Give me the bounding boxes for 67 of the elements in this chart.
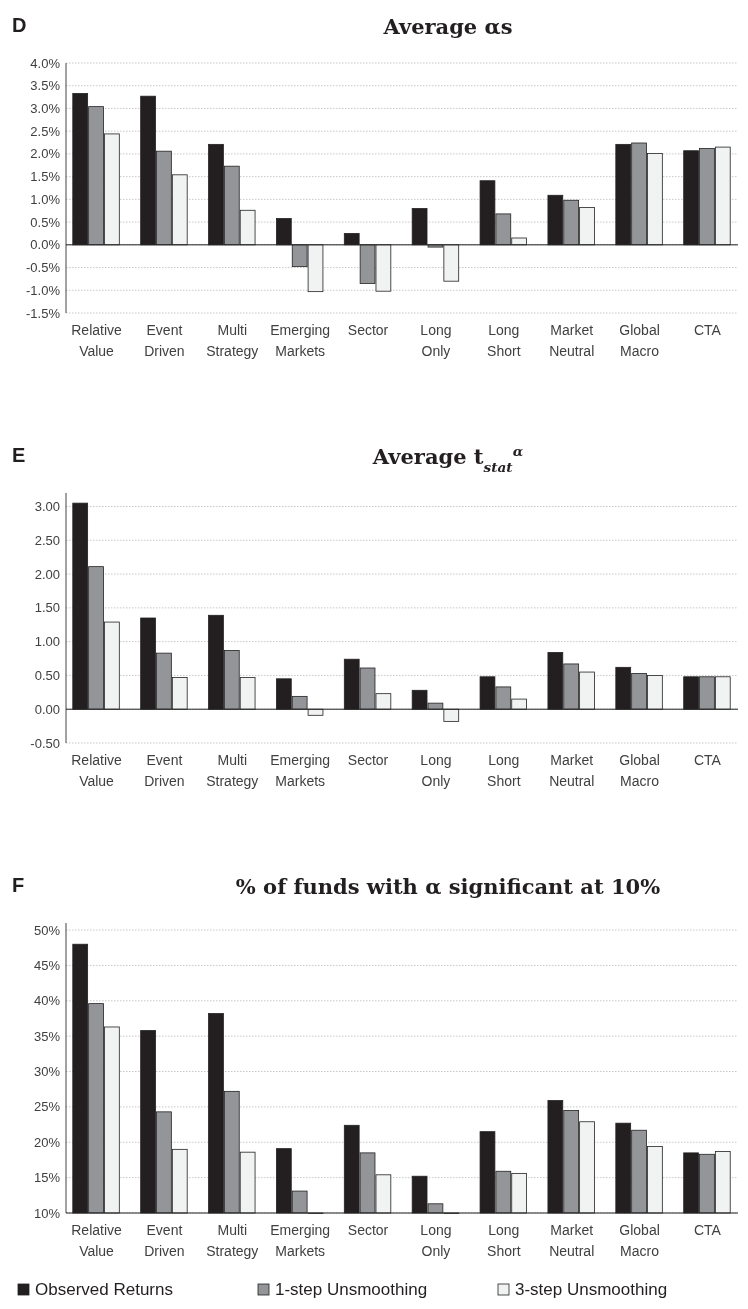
y-tick-label: 45% — [33, 957, 61, 973]
x-tick-label: Event Driven — [144, 752, 185, 789]
x-tick-label: Relative Value — [71, 322, 123, 359]
y-tick-label: 1.50 — [34, 600, 60, 616]
y-tick-label: 1.0% — [30, 191, 61, 207]
x-tick-label: Multi Strategy — [206, 1222, 259, 1259]
x-tick-label: Long Short — [487, 752, 521, 789]
text: D — [12, 14, 27, 36]
legend-label: 3-step Unsmoothing — [515, 1280, 668, 1299]
x-tick-label: Sector — [347, 752, 389, 768]
chart-title: Average αs — [382, 14, 513, 39]
y-tick-label: 3.5% — [30, 78, 61, 94]
y-tick-label: -0.5% — [26, 260, 61, 276]
x-tick-label: Global Macro — [619, 752, 660, 789]
legend-label: Observed Returns — [35, 1280, 173, 1299]
x-tick-label: Emerging Markets — [270, 1222, 331, 1259]
y-tick-label: -1.0% — [26, 282, 61, 298]
y-tick-label: 2.0% — [30, 146, 61, 162]
x-tick-label: CTA — [693, 752, 722, 768]
x-tick-label: Relative Value — [71, 752, 123, 789]
x-tick-label: Event Driven — [144, 322, 185, 359]
x-tick-label: Global Macro — [619, 322, 660, 359]
legend-label: 1-step Unsmoothing — [275, 1280, 428, 1299]
x-tick-label: CTA — [693, 322, 722, 338]
y-tick-label: 0.0% — [30, 237, 61, 253]
y-tick-label: 2.50 — [34, 532, 60, 548]
x-tick-label: CTA — [693, 1222, 722, 1238]
x-tick-label: Sector — [347, 1222, 389, 1238]
y-tick-label: -0.50 — [30, 735, 60, 751]
y-tick-label: 50% — [33, 922, 61, 938]
x-tick-label: Multi Strategy — [206, 752, 259, 789]
y-tick-label: 15% — [33, 1170, 61, 1186]
x-tick-label: Emerging Markets — [270, 322, 331, 359]
y-tick-label: 4.0% — [30, 55, 61, 71]
y-tick-label: 10% — [33, 1205, 61, 1221]
x-tick-label: Global Macro — [619, 1222, 660, 1259]
x-tick-label: Relative Value — [71, 1222, 123, 1259]
y-tick-label: 1.00 — [34, 634, 60, 650]
x-tick-label: Long Short — [487, 322, 521, 359]
y-tick-label: 20% — [33, 1134, 61, 1150]
y-tick-label: 1.5% — [30, 169, 61, 185]
y-tick-label: 30% — [33, 1064, 61, 1080]
x-tick-label: Event Driven — [144, 1222, 185, 1259]
x-tick-label: Market Neutral — [549, 322, 595, 359]
y-tick-label: 25% — [33, 1099, 61, 1115]
x-tick-label: Sector — [347, 322, 389, 338]
y-tick-label: 0.5% — [30, 214, 61, 230]
x-tick-label: Long Short — [487, 1222, 521, 1259]
y-tick-label: 2.00 — [34, 566, 60, 582]
x-tick-label: Long Only — [420, 1222, 452, 1259]
y-tick-label: 2.5% — [30, 123, 61, 139]
y-tick-label: 35% — [33, 1028, 61, 1044]
x-tick-label: Long Only — [420, 322, 452, 359]
x-tick-label: Market Neutral — [549, 752, 595, 789]
y-tick-label: 3.0% — [30, 101, 61, 116]
text: F — [12, 874, 25, 896]
x-tick-label: Long Only — [420, 752, 452, 789]
y-tick-label: 3.00 — [34, 499, 60, 515]
x-tick-label: Market Neutral — [549, 1222, 595, 1259]
chart-title: % of funds with α significant at 10% — [235, 874, 661, 899]
y-tick-label: 40% — [33, 993, 61, 1009]
text: E — [12, 444, 26, 466]
y-tick-label: 0.00 — [34, 701, 60, 717]
y-tick-label: -1.5% — [26, 305, 61, 321]
y-tick-label: 0.50 — [34, 667, 60, 683]
x-tick-label: Multi Strategy — [206, 322, 259, 359]
x-tick-label: Emerging Markets — [270, 752, 331, 789]
